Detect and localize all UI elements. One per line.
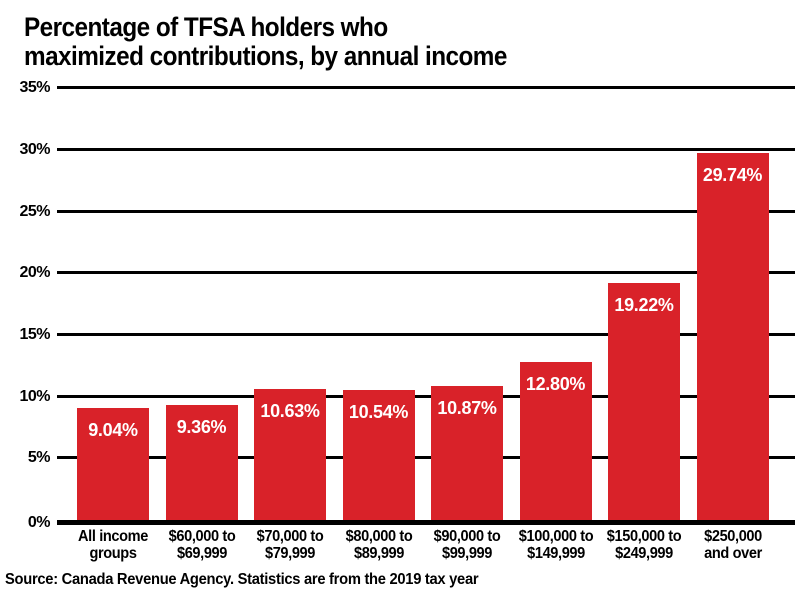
x-axis-label-line: groups [89, 545, 137, 562]
x-axis-label-line: $250,000 [703, 528, 762, 545]
x-axis-label-line: $60,000 to [168, 528, 235, 545]
chart-title: Percentage of TFSA holders who maximized… [24, 13, 507, 71]
bar-value-label: 19.22% [614, 294, 674, 315]
bar-value-label: 10.63% [260, 400, 320, 421]
x-axis-label-line: $70,000 to [256, 528, 324, 545]
gridline [57, 147, 795, 151]
x-axis-label: $90,000 to $99,999 [415, 528, 518, 562]
bar-value-label: 9.04% [88, 420, 138, 441]
x-axis-label: $150,000 to $249,999 [592, 528, 695, 562]
gridline [57, 332, 795, 336]
bar-value-label: 9.36% [176, 416, 227, 437]
chart-title-line2: maximized contributions, by annual incom… [24, 41, 507, 71]
x-axis-label-line: $150,000 to [606, 528, 682, 545]
x-axis-label-line: $149,999 [526, 545, 585, 562]
x-axis-label-line: $249,999 [615, 545, 673, 562]
bar: 10.63% [254, 388, 326, 520]
y-axis-tick-label: 0% [27, 514, 51, 531]
x-axis-label: $250,000 and over [681, 528, 784, 562]
x-axis-label: All income groups [61, 528, 164, 562]
x-axis-label-line: $79,999 [264, 545, 316, 562]
x-axis-label-line: and over [703, 545, 762, 562]
y-axis-tick-label: 15% [19, 325, 50, 343]
x-axis-label: $80,000 to $89,999 [327, 528, 430, 562]
source-note: Source: Canada Revenue Agency. Statistic… [5, 571, 479, 588]
y-axis-tick-label: 25% [19, 202, 50, 220]
x-axis-label: $100,000 to $149,999 [504, 528, 607, 562]
bar: 19.22% [608, 282, 680, 520]
chart-title-line1: Percentage of TFSA holders who [24, 12, 388, 42]
gridline [57, 394, 795, 398]
bar-value-label: 10.54% [348, 401, 409, 422]
x-axis-line [57, 520, 795, 525]
bar-value-label: 10.87% [437, 397, 497, 418]
y-axis-tick-label: 35% [19, 79, 50, 97]
x-axis-label-line: $90,000 to [433, 528, 501, 545]
x-axis-label: $70,000 to $79,999 [238, 528, 341, 562]
x-axis-label: $60,000 to $69,999 [150, 528, 253, 562]
bar: 10.54% [342, 389, 415, 520]
bar: 9.36% [165, 404, 238, 520]
y-axis-tick-label: 20% [19, 264, 50, 282]
bar: 29.74% [696, 153, 769, 520]
gridline [57, 209, 795, 213]
gridline [57, 271, 795, 275]
x-axis-label-line: $80,000 to [345, 528, 412, 545]
gridline [57, 456, 795, 460]
x-axis-label-line: $100,000 to [518, 528, 593, 545]
x-axis-label-line: $69,999 [176, 545, 227, 562]
bar: 9.04% [77, 408, 149, 520]
x-axis-label-line: $89,999 [353, 545, 404, 562]
bar: 12.80% [519, 362, 592, 520]
y-axis-tick-label: 5% [27, 449, 51, 467]
y-axis-tick-label: 10% [19, 387, 50, 405]
y-axis-tick-label: 30% [19, 140, 50, 158]
gridline [57, 86, 795, 90]
x-axis-label-line: All income [78, 528, 148, 545]
bar-value-label: 29.74% [702, 165, 763, 186]
bar: 10.87% [431, 385, 503, 520]
bar-value-label: 12.80% [525, 374, 586, 395]
x-axis-label-line: $99,999 [441, 545, 493, 562]
